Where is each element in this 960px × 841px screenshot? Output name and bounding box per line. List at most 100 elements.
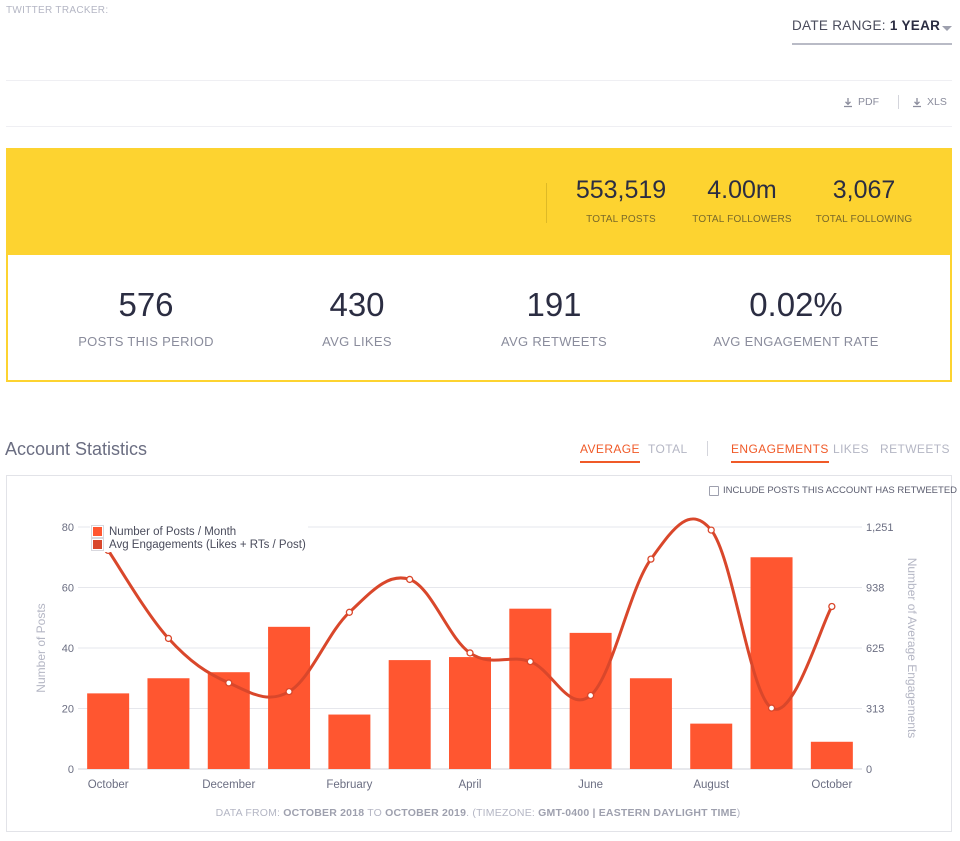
x-tick-label: April <box>458 779 481 791</box>
tab-retweets[interactable]: RETWEETS <box>880 442 950 456</box>
account-statistics-chart-panel <box>6 475 952 832</box>
export-xls-button[interactable]: XLS <box>912 96 947 108</box>
x-tick-label: October <box>811 779 852 791</box>
point-engagements-9 <box>586 691 595 700</box>
y-right-tick-label: 1,251 <box>866 522 894 534</box>
y-right-tick-label: 313 <box>866 704 884 716</box>
avg-engagement-rate-label: AVG ENGAGEMENT RATE <box>713 334 879 349</box>
export-pdf-button[interactable]: PDF <box>843 96 879 108</box>
x-tick-label: August <box>693 779 730 791</box>
point-engagements-3 <box>225 679 233 687</box>
export-pdf-label: PDF <box>858 96 879 108</box>
x-tick-label: October <box>88 779 129 791</box>
section-title: Account Statistics <box>5 439 148 459</box>
download-icon <box>844 97 852 107</box>
avg-retweets-stat: 191 AVG RETWEETS <box>464 286 644 349</box>
footer-from: OCTOBER 2018 <box>283 807 365 819</box>
line-avg-engagements <box>106 517 834 711</box>
tab-average[interactable]: AVERAGE <box>580 442 640 463</box>
point-engagements-13 <box>828 602 836 611</box>
bar-posts-12 <box>750 557 793 769</box>
date-range-label: DATE RANGE: <box>792 18 886 33</box>
tab-engagements[interactable]: ENGAGEMENTS <box>731 442 829 463</box>
avg-retweets-value: 191 <box>526 286 582 323</box>
legend-label: Number of Posts / Month <box>109 525 237 538</box>
bar-posts-5 <box>328 714 371 769</box>
point-engagements-2 <box>164 634 173 643</box>
footer-to: OCTOBER 2019 <box>385 807 467 819</box>
chevron-down-icon <box>942 26 952 31</box>
y-right-tick-label: 625 <box>866 643 884 655</box>
chart-legend: Number of Posts / Month Avg Engagements … <box>90 524 308 552</box>
posts-this-period-value: 576 <box>118 286 174 323</box>
divider <box>546 183 547 223</box>
footer-suffix: ) <box>736 807 741 819</box>
app-label: TWITTER TRACKER: <box>6 5 109 16</box>
divider <box>707 441 708 456</box>
download-icon <box>913 97 921 107</box>
period-stats-panel <box>6 255 952 382</box>
point-engagements-5 <box>345 608 354 616</box>
avg-likes-value: 430 <box>329 286 385 323</box>
avg-likes-stat: 430 AVG LIKES <box>267 286 447 349</box>
total-following-stat: 3,067 TOTAL FOLLOWING <box>809 176 919 225</box>
export-xls-label: XLS <box>927 96 947 108</box>
total-followers-value: 4.00m <box>707 176 777 204</box>
data-range-note: DATA FROM: OCTOBER 2018 TO OCTOBER 2019.… <box>0 807 956 819</box>
bar-posts-8 <box>509 608 552 769</box>
footer-tz-prefix: . (TIMEZONE: <box>466 807 539 819</box>
bar-posts-7 <box>449 657 491 769</box>
total-posts-stat: 553,519 TOTAL POSTS <box>566 176 676 225</box>
legend-swatch <box>91 525 104 538</box>
account-summary-band <box>6 148 952 255</box>
bar-posts-1 <box>87 693 130 769</box>
avg-likes-label: AVG LIKES <box>322 334 392 349</box>
divider <box>6 80 952 81</box>
bar-posts-10 <box>629 678 672 769</box>
total-followers-stat: 4.00m TOTAL FOLLOWERS <box>687 176 797 225</box>
avg-engagement-rate-stat: 0.02% AVG ENGAGEMENT RATE <box>686 286 906 349</box>
legend-label: Avg Engagements (Likes + RTs / Post) <box>109 538 306 551</box>
point-engagements-4 <box>285 687 293 696</box>
bar-posts-6 <box>388 660 431 769</box>
checkbox-box[interactable] <box>709 485 719 496</box>
point-engagements-7 <box>466 649 474 657</box>
legend-item-engagements[interactable]: Avg Engagements (Likes + RTs / Post) <box>91 538 306 551</box>
legend-swatch <box>91 538 104 551</box>
point-engagements-10 <box>647 555 655 563</box>
y-left-tick-label: 80 <box>62 522 74 534</box>
tab-likes[interactable]: LIKES <box>833 442 870 456</box>
total-followers-label: TOTAL FOLLOWERS <box>692 214 792 225</box>
point-engagements-11 <box>707 526 715 534</box>
date-range-select[interactable]: DATE RANGE: 1 YEAR <box>792 18 952 45</box>
y-left-tick-label: 60 <box>62 583 74 595</box>
divider <box>6 126 952 127</box>
legend-item-posts[interactable]: Number of Posts / Month <box>91 525 306 538</box>
bar-posts-11 <box>690 723 733 769</box>
y-left-tick-label: 20 <box>62 704 74 716</box>
avg-retweets-label: AVG RETWEETS <box>501 334 607 349</box>
point-engagements-8 <box>526 657 534 666</box>
date-range-value: 1 YEAR <box>889 18 941 33</box>
point-engagements-6 <box>406 575 414 584</box>
footer-tz: GMT-0400 | EASTERN DAYLIGHT TIME <box>538 807 737 819</box>
include-retweets-checkbox[interactable]: INCLUDE POSTS THIS ACCOUNT HAS RETWEETED <box>709 485 957 496</box>
footer-to-word: TO <box>364 807 386 819</box>
divider <box>898 95 899 109</box>
y-right-tick-label: 0 <box>866 764 872 776</box>
y-left-axis-title: Number of Posts <box>34 603 48 692</box>
bar-posts-3 <box>207 672 250 769</box>
tab-total[interactable]: TOTAL <box>648 442 688 456</box>
footer-prefix: DATA FROM: <box>215 807 284 819</box>
posts-this-period-label: POSTS THIS PERIOD <box>78 334 214 349</box>
y-left-tick-label: 0 <box>68 764 74 776</box>
posts-this-period-stat: 576 POSTS THIS PERIOD <box>56 286 236 349</box>
avg-engagement-rate-value: 0.02% <box>749 286 843 323</box>
bar-posts-9 <box>569 632 612 769</box>
x-tick-label: February <box>326 779 372 791</box>
bar-posts-2 <box>147 678 190 769</box>
total-following-label: TOTAL FOLLOWING <box>815 214 913 225</box>
x-tick-label: June <box>578 779 603 791</box>
total-posts-value: 553,519 <box>575 176 667 204</box>
